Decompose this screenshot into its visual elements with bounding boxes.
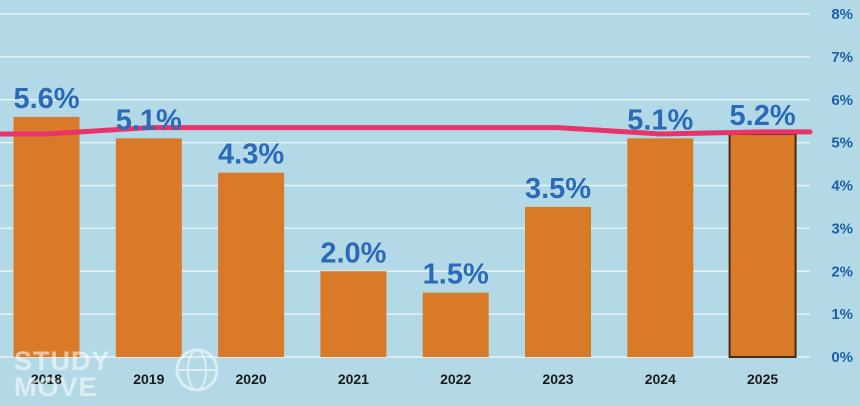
x-tick-label-2020: 2020 (236, 371, 267, 387)
x-axis-ticks: 2018 2019 2020 2021 2022 2023 2024 2025 (31, 371, 778, 387)
data-label-2018: 5.6% (13, 83, 79, 115)
bar-2025 (728, 133, 797, 358)
bar-2022 (422, 292, 489, 357)
data-label-2023: 3.5% (525, 173, 591, 205)
y-tick-label: 0% (831, 349, 853, 366)
data-label-2019: 5.1% (116, 104, 182, 136)
bar-2019 (115, 138, 182, 357)
watermark-line-1: STUDY (14, 346, 111, 376)
y-tick-label: 3% (831, 220, 853, 237)
y-tick-label: 5% (831, 135, 853, 152)
y-tick-label: 6% (831, 92, 853, 109)
x-tick-label-2023: 2023 (542, 371, 573, 387)
bar-2018 (13, 116, 80, 358)
x-tick-label-2018: 2018 (31, 371, 62, 387)
data-label-2024: 5.1% (627, 104, 693, 136)
bar-2021 (320, 271, 387, 357)
x-tick-label-2022: 2022 (440, 371, 471, 387)
bar-2023 (525, 206, 591, 357)
x-tick-label-2021: 2021 (338, 371, 369, 387)
data-label-2020: 4.3% (218, 139, 284, 171)
watermark-line-2: MOVE (14, 372, 98, 402)
y-tick-label: 7% (831, 49, 853, 66)
reference-line (0, 125, 813, 137)
y-axis-ticks: 0% 1% 2% 3% 4% 5% 6% 7% 8% (831, 6, 853, 366)
reference-line-group (0, 125, 813, 137)
bar-2020 (218, 172, 285, 357)
x-tick-label-2024: 2024 (645, 371, 676, 387)
bar-2024 (627, 138, 694, 357)
data-label-2025: 5.2% (730, 100, 796, 132)
data-label-2021: 2.0% (320, 237, 386, 269)
x-tick-label-2019: 2019 (133, 371, 164, 387)
bars (13, 116, 797, 358)
y-tick-label: 8% (831, 6, 853, 23)
watermark: STUDY MOVE (14, 346, 219, 402)
globe-icon (175, 348, 219, 392)
data-labels: 5.6% 5.1% 4.3% 2.0% 1.5% 3.5% 5.1% 5.2% (13, 83, 795, 291)
y-tick-label: 2% (831, 263, 853, 280)
x-tick-label-2025: 2025 (747, 371, 778, 387)
y-tick-label: 4% (831, 178, 853, 195)
data-label-2022: 1.5% (423, 259, 489, 291)
y-tick-label: 1% (831, 306, 853, 323)
